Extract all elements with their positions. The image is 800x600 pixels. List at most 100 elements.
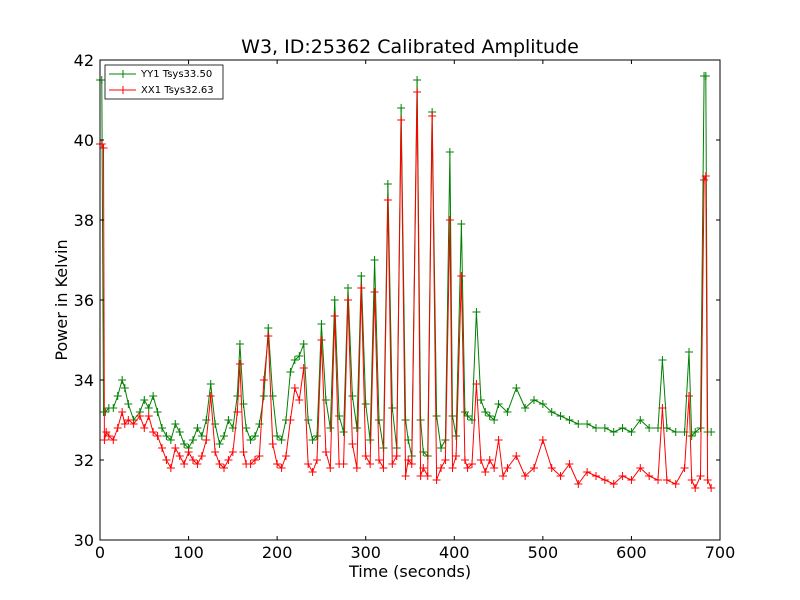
data-point bbox=[264, 324, 273, 332]
y-tick-label: 36 bbox=[74, 291, 94, 310]
data-point bbox=[153, 432, 162, 440]
data-point bbox=[370, 288, 379, 296]
data-point bbox=[636, 416, 645, 424]
data-point bbox=[696, 472, 705, 480]
data-point bbox=[685, 348, 693, 356]
data-point bbox=[193, 460, 202, 468]
data-point bbox=[494, 436, 503, 444]
data-point bbox=[481, 468, 490, 476]
x-tick-label: 600 bbox=[616, 543, 647, 562]
data-point bbox=[299, 364, 308, 372]
data-point bbox=[383, 196, 392, 204]
data-point bbox=[282, 452, 290, 460]
data-point bbox=[357, 284, 366, 292]
legend-label-xx1: XX1 Tsys32.63 bbox=[141, 85, 214, 96]
data-point bbox=[592, 472, 600, 480]
data-point bbox=[129, 420, 138, 428]
data-point bbox=[259, 392, 268, 400]
x-axis: 0 100 200 300 400 500 600 700 bbox=[95, 60, 735, 562]
data-point bbox=[361, 452, 370, 460]
data-point bbox=[239, 448, 248, 456]
data-point bbox=[485, 456, 494, 464]
data-point bbox=[189, 436, 197, 444]
data-point bbox=[197, 452, 206, 460]
data-point bbox=[304, 460, 313, 468]
data-point bbox=[481, 408, 490, 416]
data-point bbox=[286, 416, 295, 424]
data-point bbox=[357, 272, 366, 280]
x-tick-label: 400 bbox=[439, 543, 470, 562]
data-point bbox=[485, 412, 494, 420]
x-tick-label: 500 bbox=[528, 543, 559, 562]
data-point bbox=[645, 424, 654, 432]
data-point bbox=[259, 376, 268, 384]
data-point bbox=[476, 396, 485, 404]
data-point bbox=[135, 412, 144, 420]
x-tick-label: 700 bbox=[705, 543, 736, 562]
data-point bbox=[348, 392, 357, 400]
data-point bbox=[104, 432, 113, 440]
data-point bbox=[344, 296, 352, 304]
data-point bbox=[490, 464, 499, 472]
x-axis-label: Time (seconds) bbox=[348, 562, 471, 581]
data-point bbox=[313, 456, 321, 464]
data-point bbox=[703, 476, 712, 484]
data-point bbox=[273, 432, 282, 440]
data-point bbox=[512, 384, 521, 392]
data-point bbox=[352, 424, 361, 432]
data-point bbox=[321, 448, 330, 456]
data-point bbox=[476, 456, 485, 464]
data-point bbox=[658, 356, 667, 364]
data-point bbox=[437, 464, 445, 472]
data-point bbox=[149, 392, 158, 400]
data-point bbox=[645, 472, 654, 480]
x-tick-label: 300 bbox=[350, 543, 381, 562]
data-point bbox=[206, 392, 215, 400]
data-point bbox=[556, 472, 565, 480]
data-point bbox=[162, 456, 171, 464]
data-point bbox=[609, 480, 618, 488]
data-point bbox=[574, 480, 583, 488]
data-point bbox=[654, 476, 662, 484]
data-point bbox=[401, 472, 410, 480]
data-point bbox=[171, 444, 180, 452]
data-point bbox=[499, 472, 507, 480]
data-point bbox=[685, 392, 693, 400]
data-point bbox=[463, 464, 472, 472]
legend-marker-xx1 bbox=[119, 86, 127, 94]
x-tick-label: 200 bbox=[262, 543, 293, 562]
data-point bbox=[335, 412, 344, 420]
y-tick-label: 34 bbox=[74, 371, 94, 390]
data-point bbox=[530, 396, 538, 404]
data-point bbox=[277, 464, 286, 472]
data-point bbox=[330, 296, 339, 304]
data-point bbox=[268, 440, 277, 448]
data-point bbox=[251, 456, 259, 464]
data-point bbox=[99, 144, 108, 152]
data-point bbox=[361, 400, 370, 408]
data-point bbox=[158, 424, 166, 432]
data-point bbox=[251, 432, 259, 440]
data-point bbox=[494, 400, 503, 408]
data-point bbox=[97, 140, 106, 148]
y-tick-label: 32 bbox=[74, 451, 94, 470]
data-point bbox=[503, 408, 512, 416]
data-point bbox=[299, 340, 308, 348]
data-point bbox=[556, 412, 565, 420]
data-point bbox=[144, 412, 153, 420]
data-point bbox=[538, 436, 547, 444]
data-point bbox=[113, 424, 122, 432]
data-point bbox=[171, 420, 180, 428]
data-point bbox=[215, 440, 224, 448]
data-point bbox=[118, 408, 127, 416]
data-point bbox=[140, 396, 149, 404]
data-point bbox=[687, 476, 696, 484]
data-point bbox=[330, 312, 339, 320]
data-point bbox=[124, 400, 133, 408]
data-point bbox=[397, 116, 406, 124]
data-point bbox=[211, 448, 220, 456]
data-point bbox=[521, 472, 530, 480]
y-tick-label: 40 bbox=[74, 131, 94, 150]
data-point bbox=[547, 408, 556, 416]
